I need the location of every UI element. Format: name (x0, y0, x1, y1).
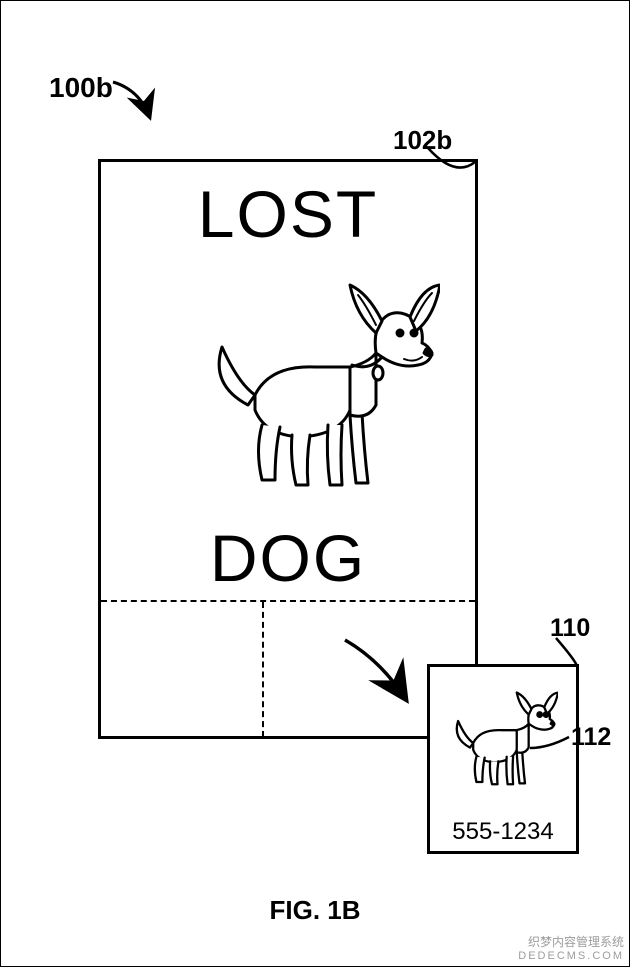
watermark: 织梦内容管理系统 DEDECMS.COM (518, 935, 624, 963)
watermark-line2: DEDECMS.COM (518, 950, 624, 963)
watermark-line1: 织梦内容管理系统 (518, 935, 624, 949)
figure-caption: FIG. 1B (0, 895, 630, 926)
leader-card-img (0, 0, 630, 967)
figure-caption-text: FIG. 1B (269, 895, 360, 925)
